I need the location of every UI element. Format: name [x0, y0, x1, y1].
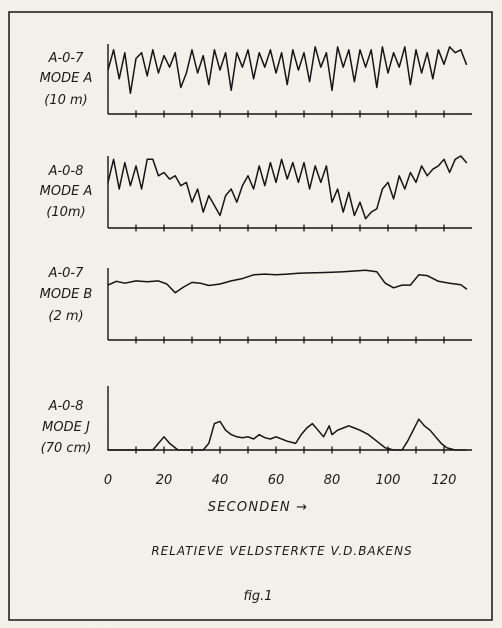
signal-trace	[107, 46, 468, 95]
panel-label-line-0: A-0-8	[48, 164, 84, 179]
panel-label-line-1: MODE B	[40, 287, 93, 302]
signal-trace	[107, 418, 468, 451]
x-tick-label: 0	[104, 473, 112, 488]
panel-label-line-1: MODE J	[42, 420, 90, 435]
panel-label-line-2: (2 m)	[48, 309, 83, 324]
panel-a08-mode-j: A-0-8 MODE J (70 cm)	[41, 386, 472, 456]
x-axis-label: SECONDEN →	[208, 500, 308, 515]
panel-a07-mode-a: A-0-7 MODE A (10 m)	[40, 44, 472, 118]
panel-a08-mode-a: A-0-8 MODE A (10m)	[40, 155, 472, 232]
signal-trace	[107, 155, 468, 220]
figure-caption: fig.1	[243, 589, 272, 604]
panel-label-line-2: (70 cm)	[41, 441, 92, 456]
panel-a07-mode-b: A-0-7 MODE B (2 m)	[40, 266, 472, 344]
figure-frame	[8, 11, 493, 621]
x-tick-label: 20	[156, 473, 173, 488]
x-tick-label: 40	[212, 473, 229, 488]
panel-label-line-0: A-0-8	[48, 399, 84, 414]
x-tick-label: 100	[376, 473, 401, 488]
panel-label-line-0: A-0-7	[48, 51, 85, 66]
panel-label-line-0: A-0-7	[48, 266, 85, 281]
panel-label-line-1: MODE A	[40, 184, 93, 199]
panel-label-line-2: (10 m)	[44, 93, 87, 108]
panel-label-line-1: MODE A	[40, 71, 93, 86]
panel-label-line-2: (10m)	[46, 205, 85, 220]
x-tick-label: 80	[324, 473, 341, 488]
signal-trace	[107, 269, 468, 294]
x-tick-labels: 0 20 40 60 80 100 120	[104, 473, 457, 488]
x-tick-label: 120	[432, 473, 457, 488]
chart-title: RELATIEVE VELDSTERKTE V.D.BAKENS	[151, 544, 412, 558]
x-tick-label: 60	[268, 473, 285, 488]
